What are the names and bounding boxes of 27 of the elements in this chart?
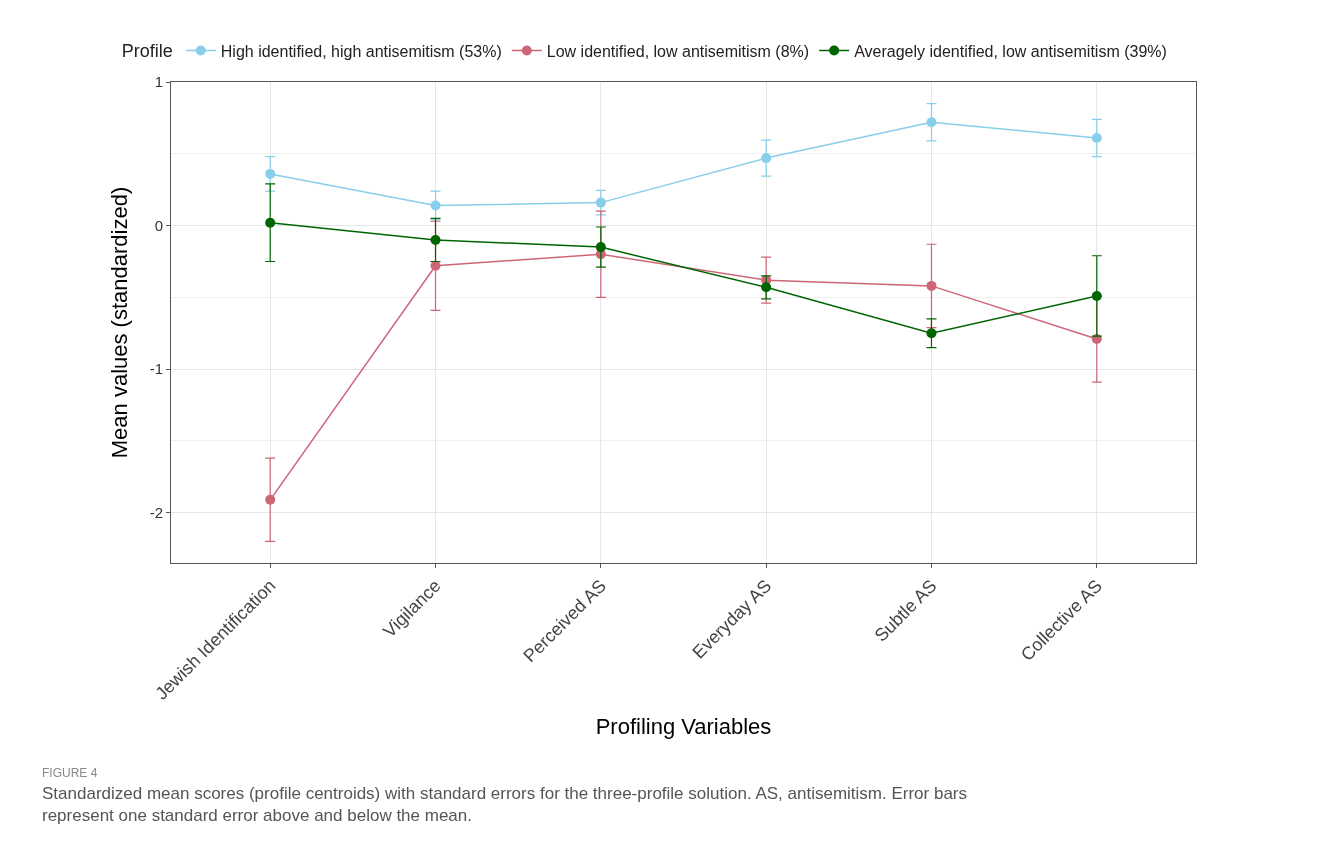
legend-label: Low identified, low antisemitism (8%) <box>546 42 810 60</box>
legend-label: High identified, high antisemitism (53%) <box>220 42 502 60</box>
point <box>595 197 606 208</box>
point <box>430 234 441 245</box>
point <box>265 168 276 179</box>
y-axis-title: Mean values (standardized) <box>107 186 133 459</box>
point <box>926 117 937 128</box>
legend-label: Averagely identified, low antisemitism (39%) <box>854 42 1167 60</box>
x-axis-title: Profiling Variables <box>595 713 772 739</box>
point <box>926 280 937 291</box>
point <box>430 200 441 211</box>
point <box>1091 290 1102 301</box>
point <box>430 260 441 271</box>
point <box>761 153 772 164</box>
point <box>595 242 606 253</box>
point <box>926 328 937 339</box>
caption: FIGURE 4 <box>42 766 98 780</box>
point <box>1091 133 1102 143</box>
y-tick-label: -2 <box>149 504 163 521</box>
point <box>265 217 276 228</box>
point <box>761 282 772 293</box>
y-tick-label: 0 <box>154 216 163 234</box>
y-tick-label: -1 <box>149 360 163 378</box>
text: Standardized mean scores (profile centroids) with standard errors for the three-profile solution. AS, antisemitism. Error bars represent one standard error above and below the mean. <box>42 784 968 826</box>
point <box>265 494 276 505</box>
legend-title: Profile <box>121 40 173 61</box>
y-tick-label: 1 <box>154 73 163 91</box>
